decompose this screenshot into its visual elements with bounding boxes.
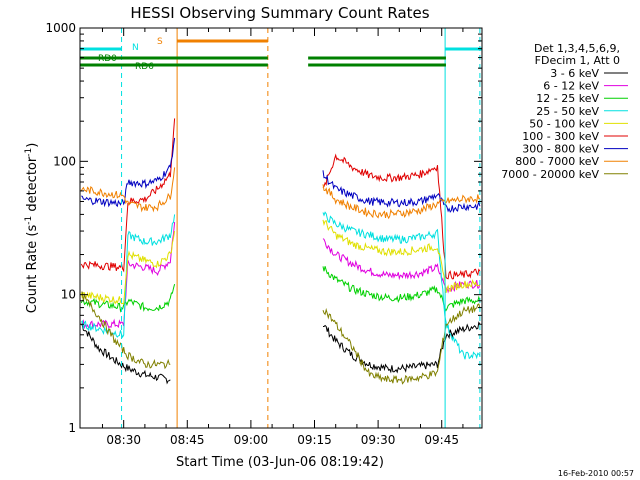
- xtick-label: 09:15: [297, 433, 332, 447]
- x-axis-label: Start Time (03-Jun-06 08:19:42): [176, 455, 384, 470]
- ytick-label: 10: [61, 288, 76, 302]
- series-line-0-0: [80, 323, 171, 385]
- legend-label: 7000 - 20000 keV: [501, 168, 599, 181]
- ytick-label: 1000: [45, 21, 76, 35]
- series-line-7-1: [322, 184, 481, 220]
- xtick-label: 09:45: [424, 433, 459, 447]
- legend-label: 25 - 50 keV: [536, 105, 599, 118]
- chart-title: HESSI Observing Summary Count Rates: [130, 4, 429, 22]
- series-line-0-1: [323, 321, 481, 374]
- plot-area: N S RD0 RD6: [80, 28, 482, 428]
- legend-label: 12 - 25 keV: [536, 92, 599, 105]
- legend: Det 1,3,4,5,6,9,FDecim 1, Att 03 - 6 keV…: [501, 42, 628, 181]
- legend-label: 3 - 6 keV: [550, 67, 599, 80]
- y-axis-label: Count Rate (s-1 detector-1): [24, 143, 40, 314]
- legend-label: 50 - 100 keV: [529, 117, 599, 130]
- xtick-label: 08:45: [170, 433, 205, 447]
- xtick-label: 08:30: [106, 433, 141, 447]
- y-axis: 1 10 100 1000: [45, 21, 482, 435]
- legend-header: Det 1,3,4,5,6,9,: [534, 42, 620, 55]
- legend-label: 100 - 300 keV: [522, 130, 599, 143]
- timestamp: 16-Feb-2010 00:57: [557, 469, 634, 478]
- plot-frame: [79, 27, 483, 429]
- series-line-4-1: [322, 219, 481, 294]
- series-6: [81, 137, 481, 214]
- series-line-7-0: [80, 167, 176, 213]
- series-line-8-1: [322, 303, 481, 385]
- series-0: [80, 321, 481, 385]
- series-4: [80, 219, 481, 305]
- series-line-8-0: [81, 291, 171, 370]
- legend-label: 6 - 12 keV: [543, 80, 599, 93]
- series-line-2-0: [80, 283, 176, 313]
- series-7: [80, 167, 481, 220]
- series-line-6-0: [81, 137, 176, 208]
- x-axis: 08:30 08:45 09:00 09:15 09:30 09:45: [101, 28, 464, 447]
- ytick-label: 1: [68, 421, 76, 435]
- bar-label-N: N: [132, 43, 139, 53]
- legend-header: FDecim 1, Att 0: [535, 54, 620, 67]
- legend-label: 800 - 7000 keV: [515, 155, 599, 168]
- series-line-3-0: [80, 214, 176, 339]
- xtick-label: 09:30: [361, 433, 396, 447]
- series-line-5-0: [80, 118, 176, 273]
- bar-label-RD0: RD0: [98, 54, 117, 64]
- bar-label-RD6: RD6: [135, 62, 154, 72]
- xtick-label: 09:00: [234, 433, 269, 447]
- ytick-label: 100: [53, 154, 76, 168]
- series-line-4-0: [80, 231, 176, 305]
- series-3: [80, 211, 481, 360]
- series-line-2-1: [322, 266, 481, 312]
- series-line-3-1: [322, 211, 481, 360]
- series-line-6-1: [322, 170, 481, 214]
- series-2: [80, 266, 481, 313]
- series-line-5-1: [322, 153, 481, 280]
- bar-label-S: S: [157, 37, 163, 47]
- series-8: [81, 291, 481, 385]
- series-5: [80, 118, 481, 280]
- legend-label: 300 - 800 keV: [522, 143, 599, 156]
